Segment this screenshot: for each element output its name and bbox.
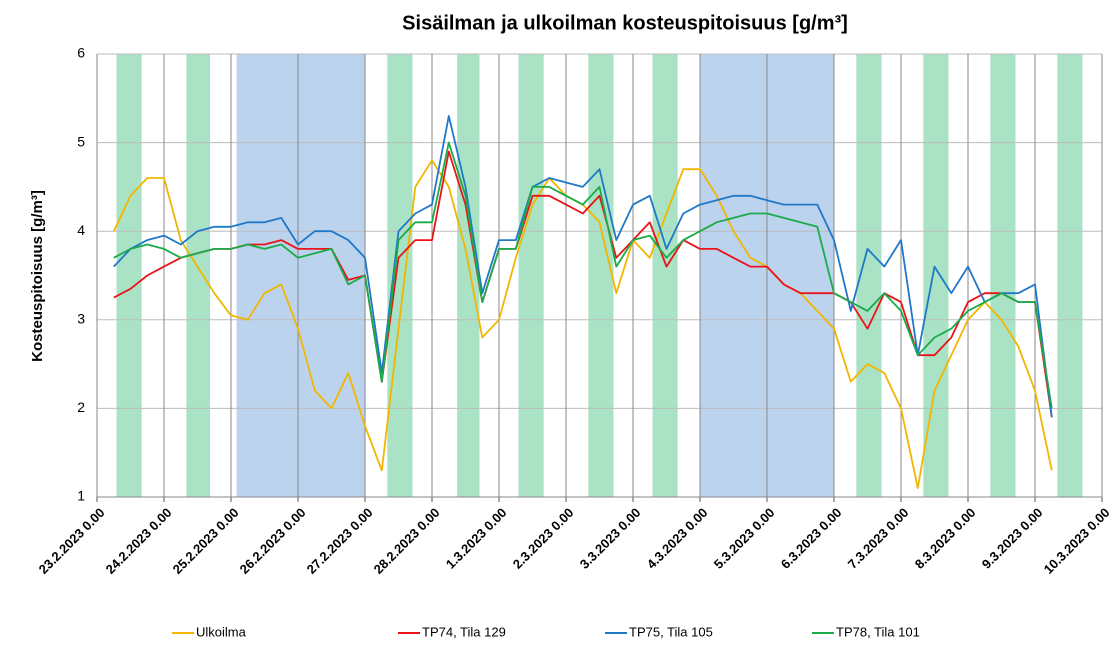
x-tick-label: 25.2.2023 0.00 [170,505,242,577]
y-axis-label: Kosteuspitoisuus [g/m³] [29,190,46,362]
x-tick-label: 2.3.2023 0.00 [510,505,577,572]
x-tick-label: 24.2.2023 0.00 [103,505,175,577]
x-tick-label: 1.3.2023 0.00 [443,505,510,572]
legend-label: TP78, Tila 101 [836,624,920,639]
x-tick-label: 5.3.2023 0.00 [711,505,778,572]
x-tick-label: 3.3.2023 0.00 [577,505,644,572]
shaded-region [518,54,544,497]
shaded-region [116,54,142,497]
x-tick-label: 9.3.2023 0.00 [979,505,1046,572]
y-tick-label: 3 [77,311,85,327]
x-tick-label: 10.3.2023 0.00 [1041,505,1113,577]
shaded-region [186,54,211,497]
series-line [113,115,1053,418]
y-tick-label: 1 [77,488,85,504]
shaded-region [923,54,949,497]
shaded-region [387,54,413,497]
y-tick-label: 4 [77,222,85,238]
chart-title: Sisäilman ja ulkoilman kosteuspitoisuus … [402,12,848,34]
legend-label: Ulkoilma [196,624,247,639]
x-tick-label: 6.3.2023 0.00 [778,505,845,572]
legend-label: TP74, Tila 129 [422,624,506,639]
x-tick-label: 7.3.2023 0.00 [845,505,912,572]
x-tick-label: 23.2.2023 0.00 [36,505,108,577]
series-line [113,141,1053,409]
y-tick-label: 6 [77,45,85,61]
shaded-region [457,54,480,497]
x-tick-label: 26.2.2023 0.00 [237,505,309,577]
shaded-region [1057,54,1083,497]
series-line [113,150,1053,418]
shaded-region [588,54,614,497]
y-tick-label: 5 [77,133,85,149]
x-tick-label: 8.3.2023 0.00 [912,505,979,572]
shaded-region [652,54,678,497]
y-tick-label: 2 [77,399,85,415]
x-tick-label: 4.3.2023 0.00 [644,505,711,572]
x-tick-label: 28.2.2023 0.00 [371,505,443,577]
shaded-region [990,54,1016,497]
x-tick-label: 27.2.2023 0.00 [304,505,376,577]
legend-label: TP75, Tila 105 [629,624,713,639]
